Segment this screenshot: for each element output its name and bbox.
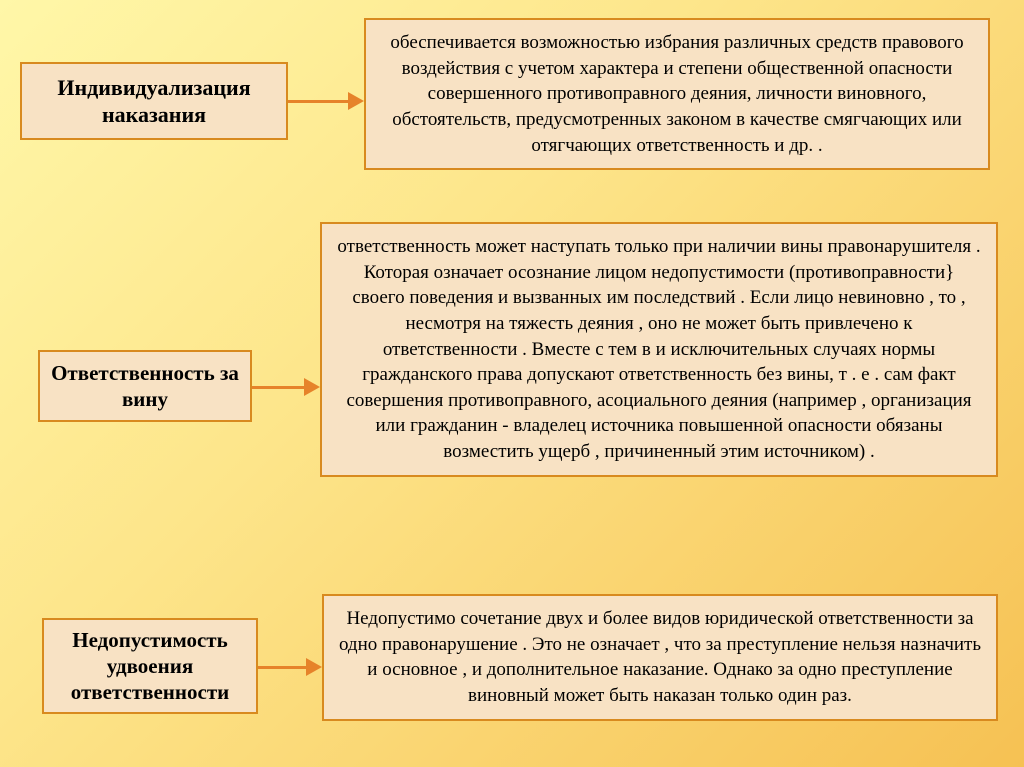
arrow-shaft <box>288 100 348 103</box>
concept-row-guilt-liability: Ответственность за вину ответственность … <box>0 222 1024 552</box>
arrow-right-icon <box>288 92 364 110</box>
arrow-head <box>304 378 320 396</box>
concept-title-box: Индивидуализация наказания <box>20 62 288 140</box>
concept-description-box: Недопустимо сочетание двух и более видов… <box>322 594 998 721</box>
concept-description: ответственность может наступать только п… <box>337 236 980 462</box>
concept-description-box: обеспечивается возможностью избрания раз… <box>364 18 990 170</box>
concept-row-individualization: Индивидуализация наказания обеспечиваетс… <box>0 18 1024 198</box>
arrow-shaft <box>252 386 304 389</box>
concept-title-box: Ответственность за вину <box>38 350 252 422</box>
concept-description: Недопустимо сочетание двух и более видов… <box>339 608 981 706</box>
concept-title: Недопустимость удвоения ответственности <box>54 627 246 706</box>
concept-row-no-double-liability: Недопустимость удвоения ответственности … <box>0 584 1024 754</box>
concept-title: Индивидуализация наказания <box>32 74 276 129</box>
arrow-right-icon <box>252 378 320 396</box>
concept-description: обеспечивается возможностью избрания раз… <box>390 32 963 156</box>
arrow-head <box>306 658 322 676</box>
arrow-shaft <box>258 666 306 669</box>
arrow-right-icon <box>258 658 322 676</box>
arrow-head <box>348 92 364 110</box>
concept-description-box: ответственность может наступать только п… <box>320 222 998 477</box>
concept-title-box: Недопустимость удвоения ответственности <box>42 618 258 714</box>
concept-title: Ответственность за вину <box>50 360 240 413</box>
